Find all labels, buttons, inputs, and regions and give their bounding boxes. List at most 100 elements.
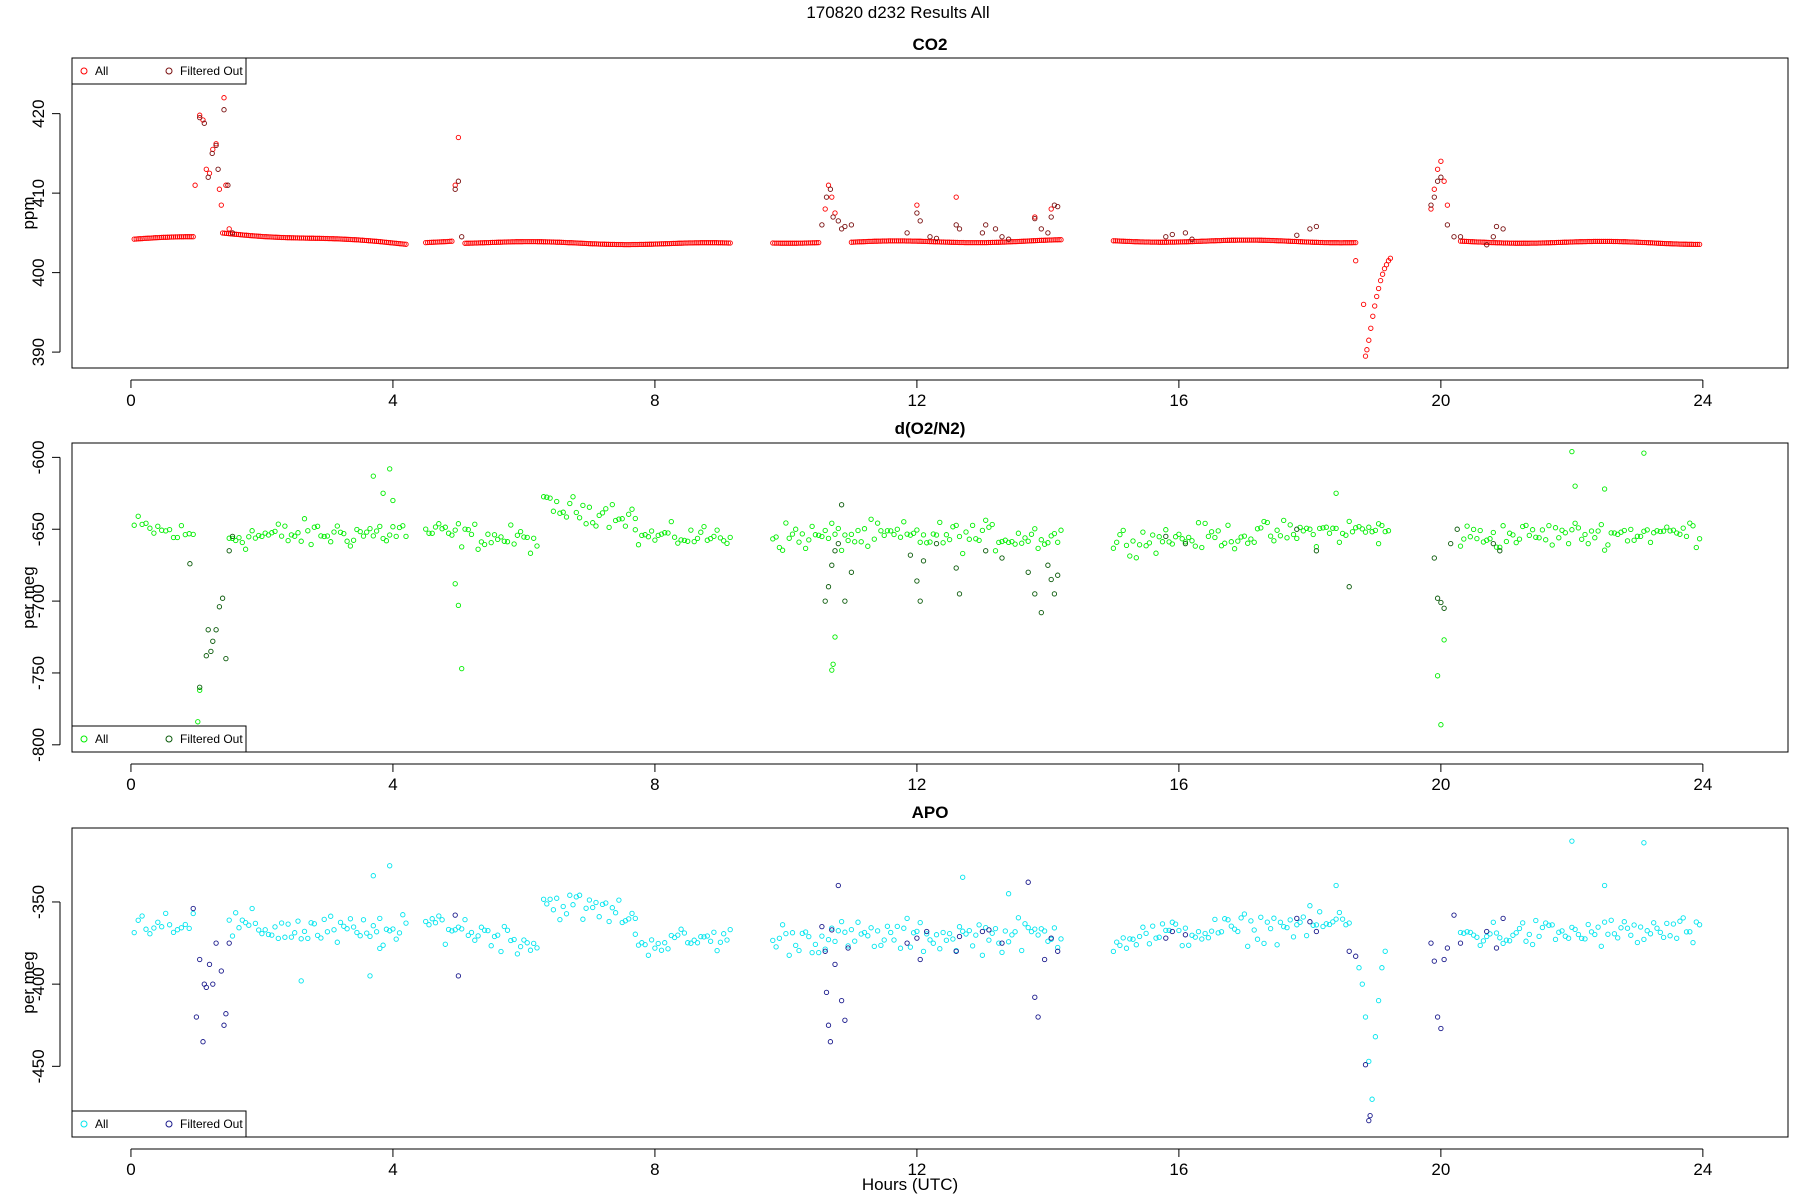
data-point [1012,541,1018,547]
data-point [197,687,203,693]
y-axis-label: per meg [19,566,38,628]
data-point [1034,237,1041,244]
data-point [334,939,340,945]
data-point [814,240,820,246]
data-point [1248,237,1254,243]
data-point [1309,239,1316,245]
data-point [364,930,370,936]
data-point [1025,569,1031,575]
data-point [459,234,465,240]
data-point [789,930,796,936]
data-point [205,174,211,180]
data-point [665,530,671,536]
data-point [1009,932,1015,938]
data-point [1127,936,1133,942]
data-point [1562,530,1568,536]
data-point [1225,917,1231,923]
data-point [1333,490,1339,496]
data-point [917,238,923,244]
data-point [489,239,496,246]
data-point [901,238,907,244]
y-tick-label: -650 [29,512,48,546]
data-point [1236,237,1243,243]
data-point [226,548,232,554]
data-point [1238,237,1245,243]
data-point [514,532,521,538]
data-point [635,542,642,548]
data-point [1225,237,1231,243]
data-point [429,916,435,922]
data-point [481,927,488,933]
data-point [1575,525,1582,531]
data-point [701,523,707,530]
data-point [680,240,686,246]
data-point [400,912,406,918]
data-point [827,1039,834,1045]
data-point [645,952,652,958]
data-point [1117,531,1123,538]
data-point [521,534,527,540]
data-point [584,240,590,247]
data-point [914,928,920,935]
data-point [1235,928,1241,935]
data-point [1444,945,1451,951]
data-point [1608,530,1614,536]
data-point [599,901,606,908]
data-point [206,961,213,968]
data-point [218,202,224,208]
data-point [870,238,876,244]
data-point [905,238,911,244]
data-point [904,531,910,537]
data-point [933,532,940,538]
data-point [855,919,861,925]
data-point [1569,448,1575,455]
data-point [952,239,958,246]
data-point [583,521,589,527]
data-point [1585,921,1591,928]
data-point [992,548,999,554]
data-point [143,235,149,241]
data-point [1362,529,1369,535]
panel-title: CO2 [913,35,948,54]
panel-title: d(O2/N2) [895,419,966,438]
data-point [1035,1014,1041,1020]
data-point [1628,239,1634,245]
data-point [586,240,592,247]
data-point [221,107,227,113]
data-point [209,150,215,157]
data-point [1202,930,1208,937]
data-point [380,942,386,948]
data-point [1490,540,1496,547]
series-filtered-out [190,75,1506,248]
data-point [1532,240,1538,246]
data-point [719,240,726,246]
data-point [170,234,177,240]
data-point [1317,525,1323,532]
data-point [938,239,945,245]
data-point [554,895,560,901]
data-point [1163,239,1170,245]
data-point [783,520,789,526]
data-point [727,534,733,541]
data-point [832,548,838,554]
data-point [246,922,252,928]
data-point [917,218,923,224]
data-point [1441,178,1447,184]
panel-title: APO [912,803,949,822]
data-point [436,521,442,527]
data-point [182,234,188,240]
data-point [1120,935,1126,941]
data-point [1315,239,1321,246]
data-point [205,627,211,633]
data-point [1500,226,1506,232]
data-point [979,952,986,958]
data-point [298,936,304,942]
data-point [373,929,380,935]
data-point [1205,533,1212,540]
data-point [558,239,564,245]
data-point [871,943,877,950]
data-point [948,239,954,245]
data-point [527,238,533,245]
data-point [226,226,232,232]
data-point [845,537,851,544]
